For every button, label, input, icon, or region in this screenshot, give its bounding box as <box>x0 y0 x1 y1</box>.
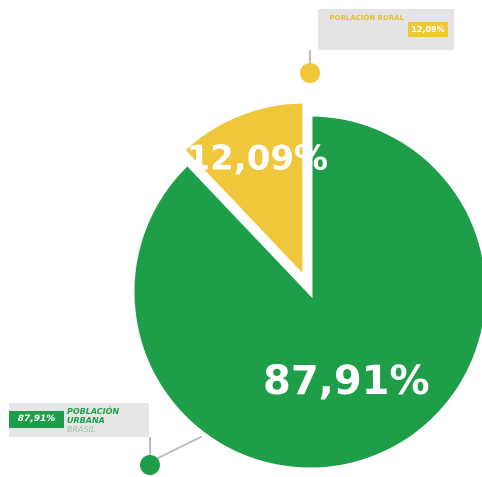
urban-callout-line3: BRASIL <box>67 425 96 434</box>
pie-slice-rural <box>178 98 308 286</box>
pie-label-rural: 12,09% <box>186 138 328 178</box>
urban-callout-text: POBLACIÓN URBANA BRASIL <box>67 407 147 434</box>
pie-slice-urban <box>129 111 482 473</box>
urban-callout-value: 87,91% <box>9 411 64 428</box>
urban-callout-line1: POBLACIÓN <box>67 407 120 416</box>
rural-callout: POBLACIÓN RURAL 12,09% <box>318 9 454 50</box>
urban-leader-dot <box>140 455 160 475</box>
rural-leader-dot <box>300 63 320 83</box>
rural-callout-label: POBLACIÓN RURAL <box>329 14 404 22</box>
urban-callout: 87,91% POBLACIÓN URBANA BRASIL <box>9 403 149 437</box>
urban-callout-line2: URBANA <box>67 416 105 425</box>
pie-label-urban: 87,91% <box>263 358 430 404</box>
rural-callout-value: 12,09% <box>408 22 448 37</box>
